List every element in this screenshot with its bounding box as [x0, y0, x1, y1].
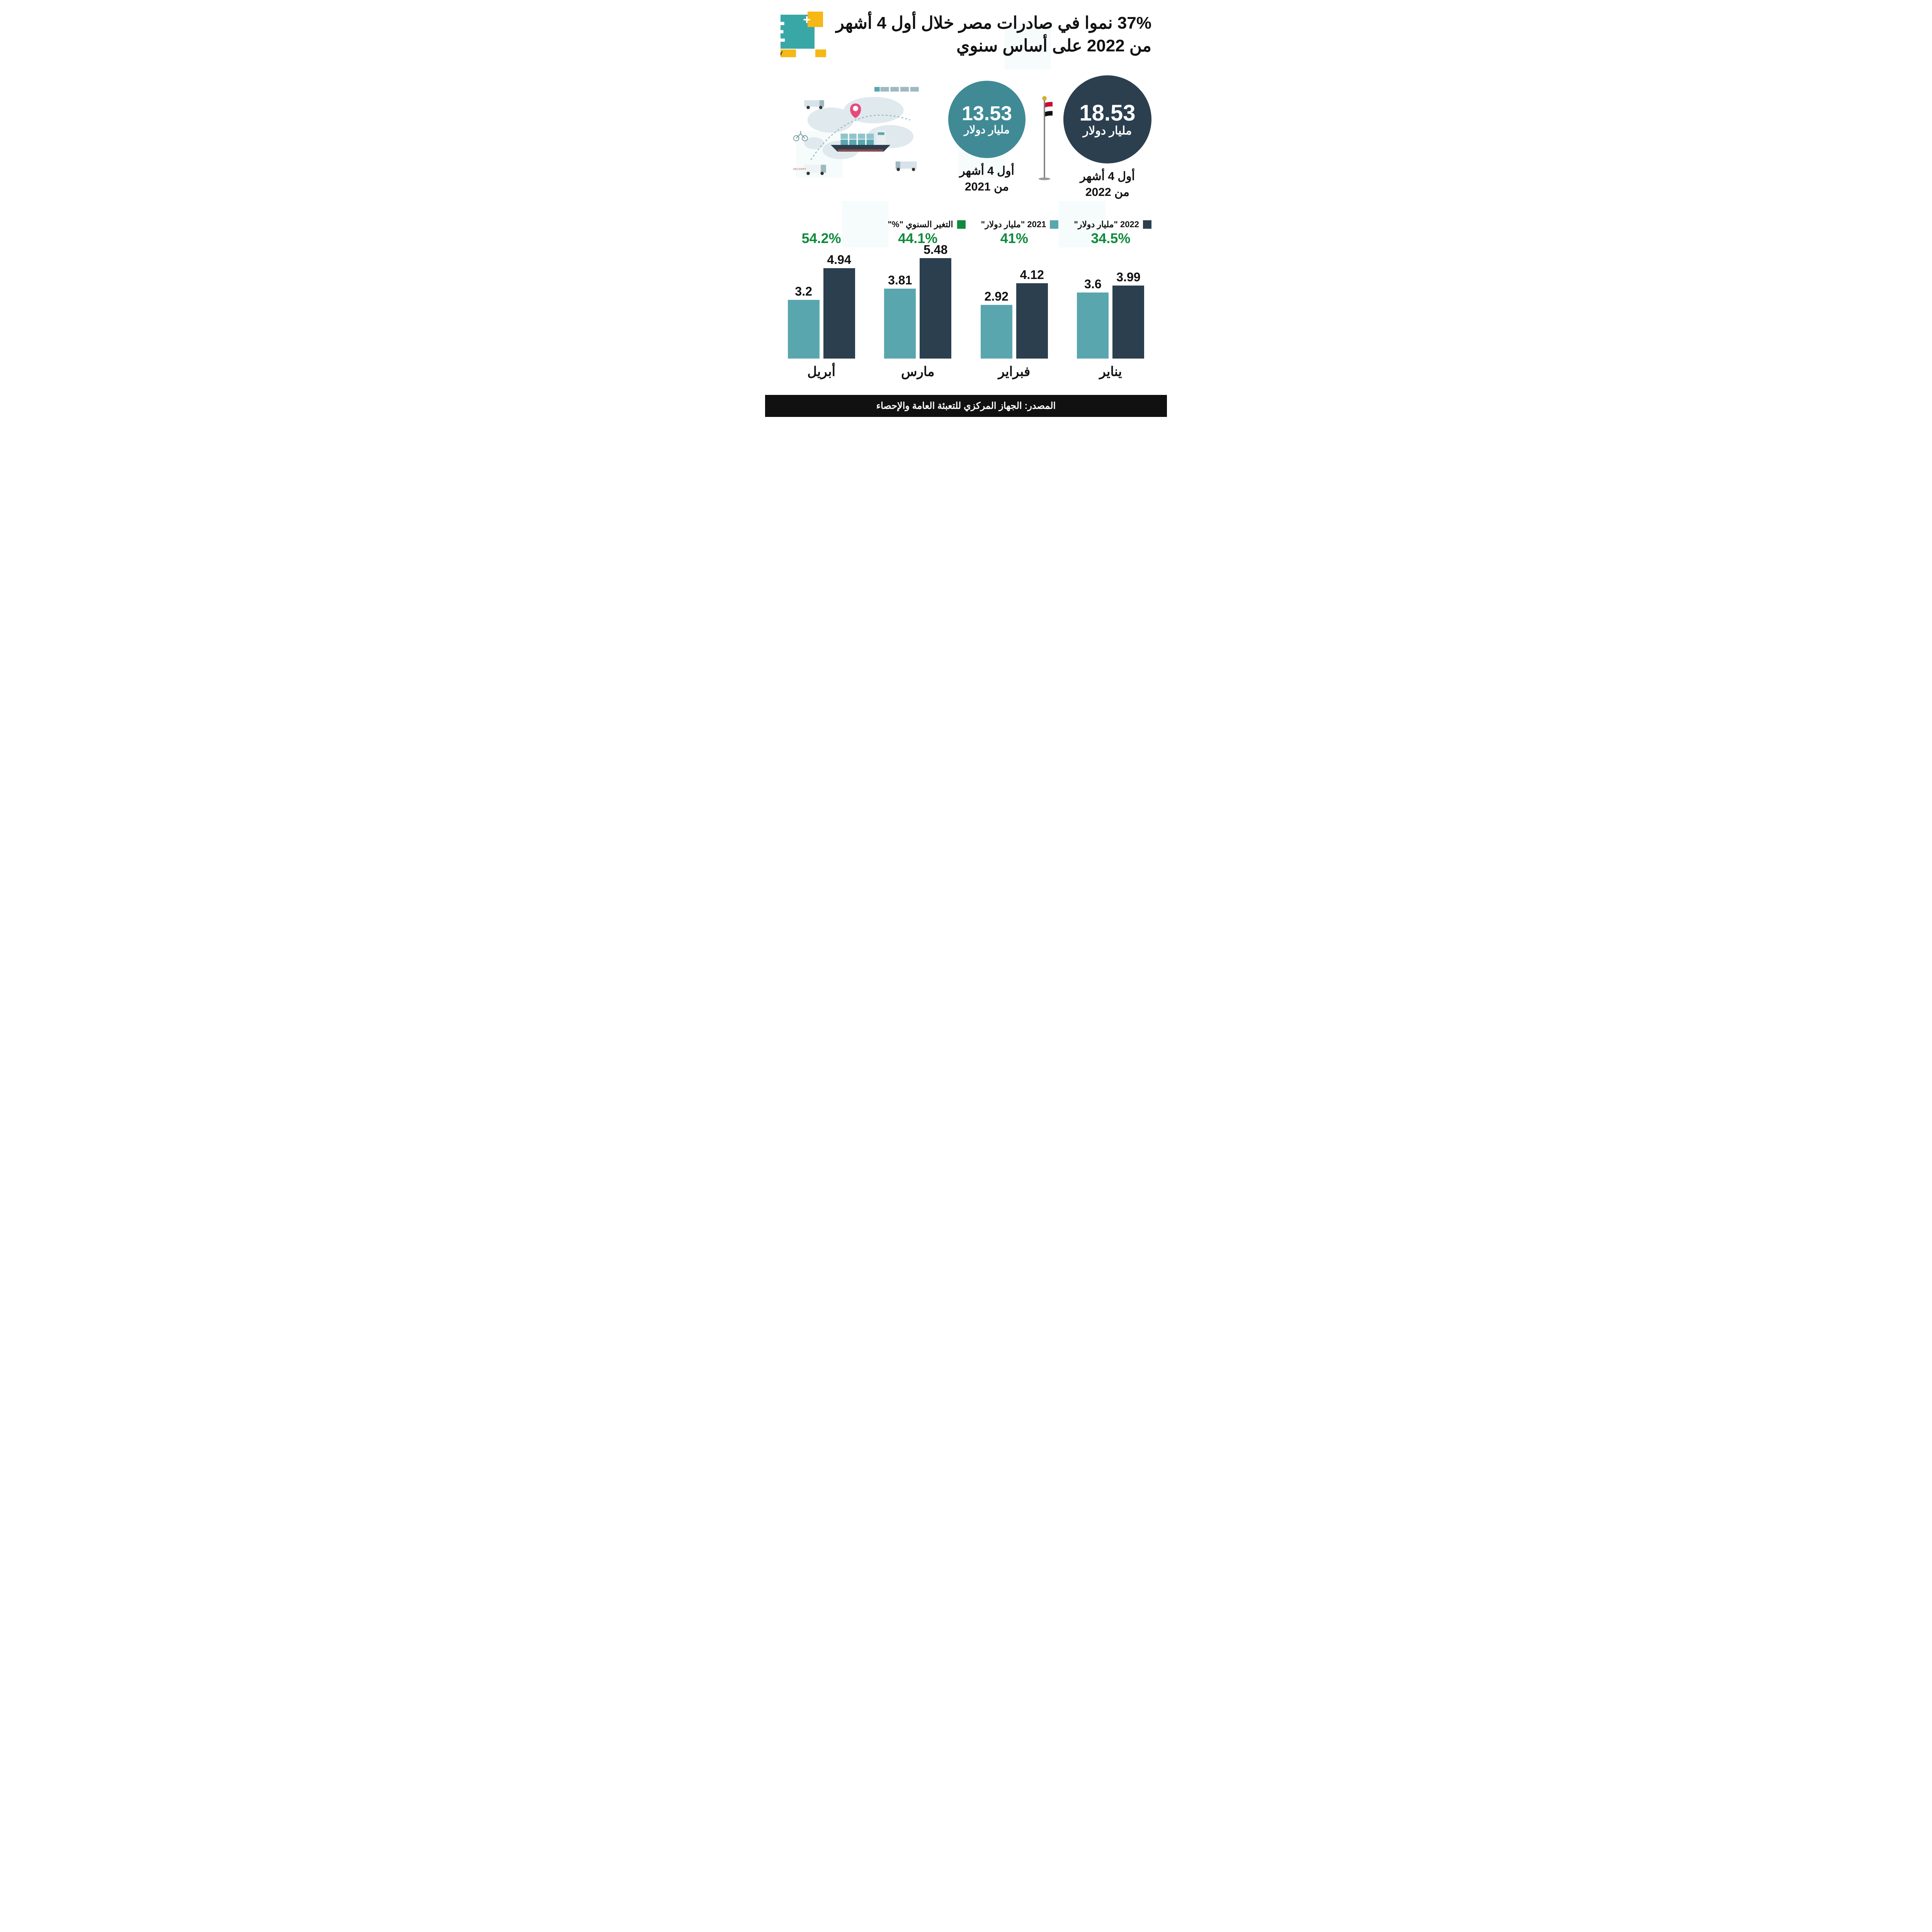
circle-2021-value: 13.53	[962, 104, 1012, 124]
source-footer: المصدر: الجهاز المركزي للتعبئة العامة وا…	[765, 395, 1167, 417]
legend-change: التغير السنوي "%"	[888, 219, 965, 230]
bar-2022: 4.94	[823, 268, 855, 359]
pct-label: 34.5%	[1091, 230, 1130, 247]
bar-2021: 3.81	[884, 289, 916, 359]
month-فبراير: 41% 4.12 2.92 فبراير	[973, 230, 1055, 379]
circle-2022-unit: مليار دولار	[1083, 125, 1132, 137]
egypt-flag-icon	[1036, 92, 1053, 184]
svg-text:E: E	[781, 16, 786, 48]
month-يناير: 34.5% 3.99 3.6 يناير	[1070, 230, 1151, 379]
bar-2021: 3.6	[1077, 293, 1109, 359]
bar-2021: 2.92	[981, 305, 1012, 359]
circle-2021-disc: 13.53 مليار دولار	[948, 81, 1026, 158]
month-مارس: 44.1% 5.48 3.81 مارس	[877, 230, 959, 379]
svg-text:ECONOMY: ECONOMY	[781, 50, 784, 57]
headline: 37% نموا في صادرات مصر خلال أول 4 أشهر م…	[835, 12, 1151, 58]
economy-plus-logo: E + ECONOMY	[781, 12, 827, 60]
chart-legend: 2022 "مليار دولار" 2021 "مليار دولار" ال…	[781, 219, 1151, 230]
circle-2021-label: أول 4 أشهرمن 2021	[959, 163, 1014, 195]
bar-2022: 5.48	[920, 258, 951, 359]
circle-2022: 18.53 مليار دولار أول 4 أشهرمن 2022	[1063, 75, 1151, 200]
bar-2021: 3.2	[788, 300, 820, 359]
circle-2021-unit: مليار دولار	[964, 124, 1010, 135]
svg-text:+: +	[803, 12, 811, 27]
circle-2022-label: أول 4 أشهرمن 2022	[1080, 169, 1135, 200]
pct-label: 54.2%	[802, 230, 841, 247]
month-label: أبريل	[807, 364, 835, 379]
circle-2021: 13.53 مليار دولار أول 4 أشهرمن 2021	[948, 81, 1026, 195]
svg-text:DELIVERY: DELIVERY	[793, 168, 806, 170]
bar-2022: 4.12	[1016, 283, 1048, 359]
circle-2022-disc: 18.53 مليار دولار	[1063, 75, 1151, 163]
month-label: يناير	[1099, 364, 1122, 379]
legend-2021: 2021 "مليار دولار"	[981, 219, 1059, 230]
month-label: مارس	[901, 364, 935, 379]
legend-2022: 2022 "مليار دولار"	[1074, 219, 1151, 230]
month-label: فبراير	[998, 364, 1030, 379]
bar-2022: 3.99	[1112, 286, 1144, 359]
month-أبريل: 54.2% 4.94 3.2 أبريل	[781, 230, 862, 379]
shipping-illustration: DELIVERY	[781, 75, 940, 191]
monthly-bar-chart: 54.2% 4.94 3.2 أبريل 44.1% 5.48 3.81 مار…	[781, 240, 1151, 379]
pct-label: 41%	[1000, 230, 1028, 247]
circle-2022-value: 18.53	[1079, 102, 1135, 124]
summary-circles: 18.53 مليار دولار أول 4 أشهرمن 2022	[948, 75, 1151, 200]
